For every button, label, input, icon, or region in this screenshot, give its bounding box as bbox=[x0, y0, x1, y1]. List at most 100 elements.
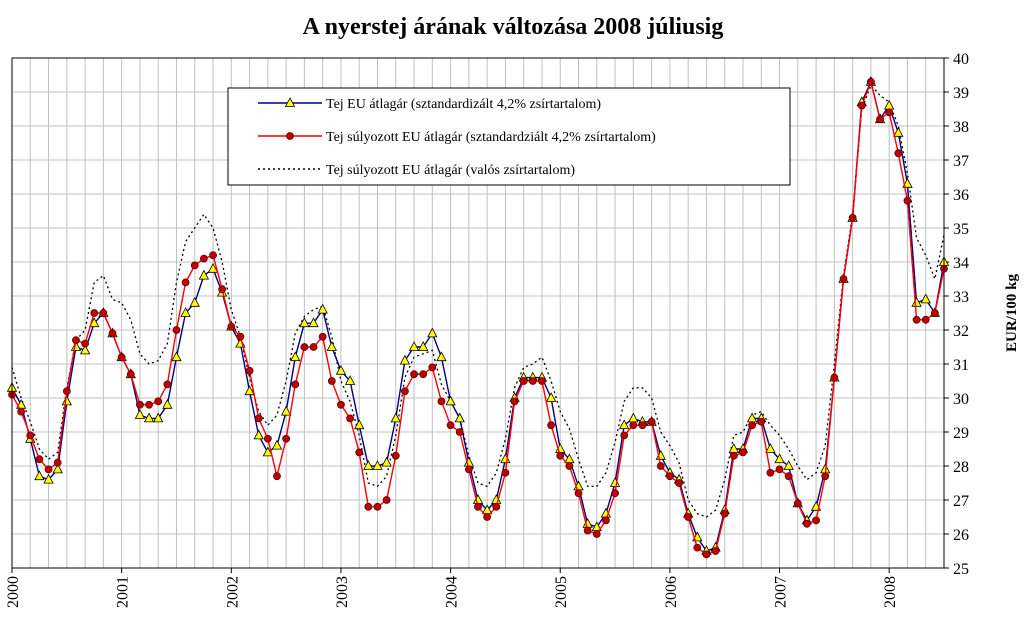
marker bbox=[675, 479, 683, 487]
marker bbox=[746, 412, 758, 423]
x-tick-label: 2006 bbox=[663, 576, 680, 608]
y-tick-label: 30 bbox=[953, 391, 969, 408]
x-tick-label: 2008 bbox=[882, 576, 899, 608]
marker bbox=[72, 336, 80, 345]
marker bbox=[739, 448, 747, 457]
grid bbox=[11, 57, 949, 573]
marker bbox=[774, 453, 785, 464]
marker bbox=[894, 149, 903, 158]
marker bbox=[291, 380, 300, 389]
marker bbox=[565, 462, 574, 470]
marker bbox=[501, 468, 510, 477]
plot-frame bbox=[11, 57, 945, 569]
x-tick-label: 2007 bbox=[773, 576, 790, 608]
marker bbox=[711, 547, 720, 555]
marker bbox=[775, 465, 784, 474]
marker bbox=[236, 332, 245, 341]
marker bbox=[912, 315, 921, 324]
marker bbox=[857, 101, 866, 110]
marker bbox=[455, 428, 464, 436]
marker bbox=[911, 296, 922, 307]
marker bbox=[408, 341, 420, 351]
marker bbox=[43, 473, 54, 484]
marker bbox=[143, 412, 155, 423]
marker bbox=[812, 516, 820, 525]
marker bbox=[720, 509, 729, 518]
marker bbox=[619, 419, 630, 430]
y-tick-label: 34 bbox=[953, 255, 969, 272]
marker bbox=[254, 414, 263, 423]
marker bbox=[299, 317, 310, 328]
marker bbox=[483, 513, 492, 521]
y-tick-label: 31 bbox=[953, 357, 969, 374]
marker bbox=[547, 421, 555, 430]
marker bbox=[446, 421, 455, 430]
y-tick-label: 27 bbox=[953, 493, 969, 510]
marker bbox=[70, 341, 82, 351]
marker bbox=[592, 530, 601, 538]
marker bbox=[647, 417, 656, 426]
marker bbox=[867, 77, 875, 86]
marker bbox=[410, 370, 418, 379]
marker bbox=[921, 315, 930, 324]
y-tick-label: 39 bbox=[953, 85, 969, 102]
y-axis-label: EUR/100 kg bbox=[1004, 274, 1020, 352]
marker bbox=[52, 463, 63, 474]
marker bbox=[126, 370, 135, 379]
marker bbox=[189, 296, 200, 307]
marker bbox=[263, 434, 272, 443]
marker bbox=[876, 115, 884, 124]
marker bbox=[300, 343, 309, 351]
marker bbox=[437, 397, 446, 406]
marker bbox=[391, 451, 400, 460]
y-tick-label: 36 bbox=[953, 187, 969, 204]
marker bbox=[428, 363, 437, 372]
marker bbox=[326, 341, 337, 351]
marker bbox=[53, 458, 62, 467]
marker bbox=[381, 456, 392, 467]
marker bbox=[382, 496, 391, 504]
marker bbox=[419, 370, 428, 379]
marker bbox=[401, 387, 409, 396]
marker bbox=[803, 519, 811, 528]
marker bbox=[253, 429, 264, 440]
marker bbox=[34, 470, 45, 481]
marker bbox=[793, 499, 802, 508]
marker bbox=[885, 108, 894, 117]
marker bbox=[198, 269, 210, 280]
legend-label: Tej súlyozott EU átlagár (valós zsírtart… bbox=[326, 163, 575, 178]
marker bbox=[693, 543, 702, 552]
marker bbox=[638, 421, 647, 430]
marker bbox=[61, 395, 72, 406]
marker bbox=[181, 278, 190, 287]
marker bbox=[245, 366, 254, 375]
marker bbox=[629, 421, 638, 430]
marker bbox=[574, 489, 583, 498]
marker bbox=[609, 477, 621, 487]
marker bbox=[327, 377, 336, 385]
marker bbox=[372, 460, 383, 470]
marker bbox=[346, 414, 354, 423]
marker bbox=[920, 293, 931, 304]
marker bbox=[154, 397, 163, 406]
marker bbox=[180, 307, 191, 317]
marker bbox=[620, 431, 629, 440]
legend: Tej EU átlagár (sztandardizált 4,2% zsír… bbox=[227, 87, 791, 186]
marker bbox=[62, 387, 71, 396]
y-tick-label: 33 bbox=[953, 289, 969, 306]
marker bbox=[390, 412, 401, 423]
x-tick-label: 2002 bbox=[224, 576, 241, 608]
marker bbox=[163, 380, 172, 389]
marker bbox=[344, 375, 356, 385]
marker bbox=[436, 351, 447, 362]
marker bbox=[611, 489, 619, 498]
marker bbox=[364, 502, 373, 511]
x-tick-label: 2004 bbox=[444, 576, 461, 608]
x-tick-label: 2003 bbox=[334, 576, 351, 608]
marker bbox=[528, 377, 537, 385]
marker bbox=[363, 460, 374, 470]
x-tick-label: 2000 bbox=[5, 576, 22, 608]
marker bbox=[702, 550, 711, 559]
marker bbox=[729, 451, 738, 460]
